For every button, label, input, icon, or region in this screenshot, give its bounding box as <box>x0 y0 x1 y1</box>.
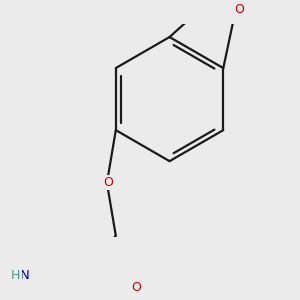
Text: O: O <box>131 281 141 294</box>
Text: H: H <box>11 269 20 283</box>
Text: N: N <box>20 269 30 283</box>
Text: O: O <box>103 176 113 189</box>
Text: O: O <box>235 3 244 16</box>
